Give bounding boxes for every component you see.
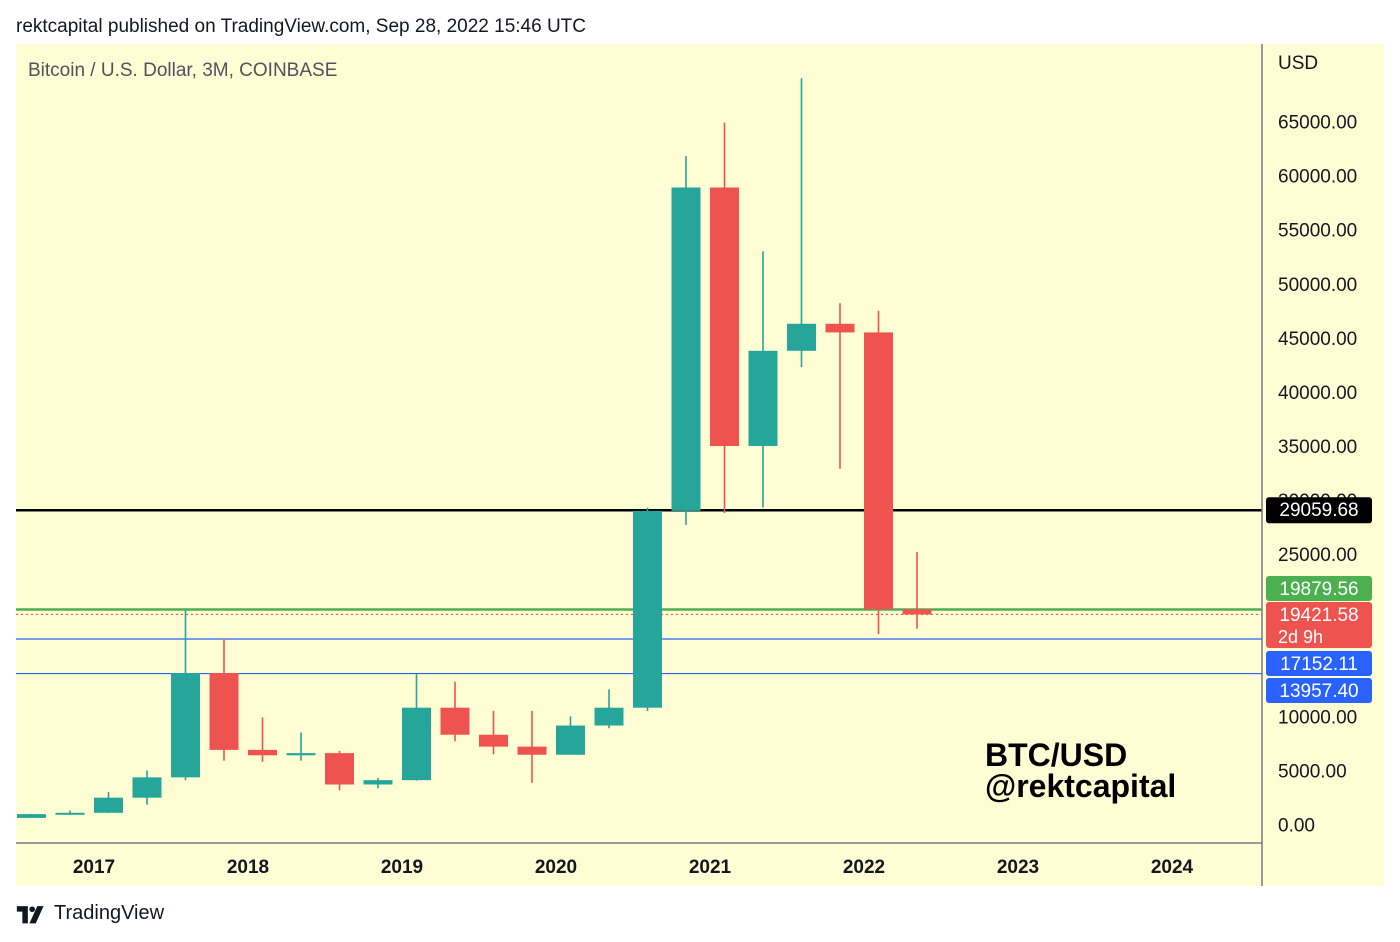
year-tick-label: 2023 <box>997 857 1039 878</box>
price-tick-label: 5000.00 <box>1278 761 1347 782</box>
price-tick-label: 45000.00 <box>1278 329 1357 350</box>
candle-up <box>17 813 46 819</box>
candle-body <box>479 734 508 747</box>
brand-name: TradingView <box>54 902 165 924</box>
candle-body <box>325 753 354 785</box>
candle-up <box>402 674 431 781</box>
candle-up <box>787 78 816 368</box>
tradingview-brand[interactable]: TradingView <box>16 902 164 925</box>
candle-up <box>594 689 624 729</box>
price-tick-label: 60000.00 <box>1278 167 1357 188</box>
candle-body <box>594 707 624 726</box>
candle-down <box>209 638 239 761</box>
candle-body <box>171 673 200 778</box>
year-tick-label: 2021 <box>689 857 732 878</box>
candle-body <box>902 609 932 615</box>
price-tick-label: 25000.00 <box>1278 545 1357 566</box>
candle-body <box>17 814 46 818</box>
year-tick-label: 2017 <box>73 857 115 878</box>
level-label-box <box>1266 602 1372 648</box>
candle-up <box>633 507 662 711</box>
time-axis-ticks[interactable]: 2017 2018 2019 2020 2021 2022 2023 2024 <box>73 857 1194 878</box>
candle-body <box>132 777 162 798</box>
blue-level-1-label: 17152.11 <box>1266 651 1372 676</box>
candle-body <box>402 707 431 781</box>
blue-level-2-label: 13957.40 <box>1266 678 1372 703</box>
candle-body <box>55 812 85 815</box>
tradingview-logo-icon <box>16 905 44 923</box>
level-value: 17152.11 <box>1280 654 1358 675</box>
price-tick-label: 55000.00 <box>1278 221 1357 242</box>
candle-body <box>440 707 470 735</box>
candle-body <box>94 797 123 813</box>
level-label-box <box>1266 497 1372 524</box>
candle-down <box>325 750 354 791</box>
year-tick-label: 2020 <box>535 857 577 878</box>
price-tick-label: 10000.00 <box>1278 707 1357 728</box>
currency-label: USD <box>1278 53 1318 74</box>
price-tick-label: 65000.00 <box>1278 113 1357 134</box>
year-tick-label: 2019 <box>381 857 423 878</box>
candle-down <box>902 551 932 629</box>
level-value: 19421.58 <box>1279 605 1358 626</box>
watermark-author: @rektcapital <box>985 768 1176 804</box>
candle-down <box>248 717 277 762</box>
candle-up <box>286 732 316 761</box>
price-tick-label: 0.00 <box>1278 816 1315 837</box>
candle-up <box>132 770 162 805</box>
year-tick-label: 2024 <box>1151 857 1194 878</box>
candle-body <box>363 780 393 785</box>
published-by-line: rektcapital published on TradingView.com… <box>16 16 586 37</box>
candle-body <box>671 187 701 511</box>
candle-body <box>556 725 585 755</box>
black-level-label: 29059.68 <box>1266 497 1372 524</box>
candle-body <box>286 753 316 756</box>
level-label-box <box>1266 651 1372 676</box>
price-tick-label: 40000.00 <box>1278 383 1357 404</box>
candle-up <box>556 716 585 755</box>
candle-up <box>363 777 393 789</box>
candles <box>17 78 932 819</box>
watermark-pair: BTC/USD <box>985 737 1127 773</box>
candle-body <box>825 323 855 333</box>
candle-down <box>864 310 893 635</box>
price-tick-label: 35000.00 <box>1278 437 1357 458</box>
level-label-box <box>1266 678 1372 703</box>
level-value: 13957.40 <box>1279 681 1358 702</box>
price-tick-label: 50000.00 <box>1278 275 1357 296</box>
candle-down <box>440 681 470 742</box>
candle-body <box>748 350 778 446</box>
candle-down <box>710 122 739 514</box>
level-value: 19879.56 <box>1279 579 1358 600</box>
candle-body <box>787 323 816 351</box>
year-tick-label: 2022 <box>843 857 885 878</box>
candle-up <box>171 609 200 781</box>
candle-body <box>248 749 277 756</box>
candle-body <box>864 332 893 610</box>
candle-up <box>94 792 123 814</box>
candle-up <box>55 810 85 815</box>
candle-up <box>671 156 701 525</box>
candle-down <box>517 710 547 783</box>
year-tick-label: 2018 <box>227 857 269 878</box>
countdown-label: 2d 9h <box>1278 627 1323 647</box>
level-label-box <box>1266 576 1372 601</box>
candle-body <box>209 673 239 750</box>
price-axis-background <box>1262 44 1384 886</box>
level-value: 29059.68 <box>1279 500 1358 521</box>
candle-down <box>825 303 855 469</box>
green-level-label: 19879.56 <box>1266 576 1372 601</box>
candle-down <box>479 710 508 755</box>
candle-body <box>517 746 547 755</box>
candle-up <box>748 251 778 508</box>
candle-body <box>633 510 662 708</box>
candle-body <box>710 187 739 446</box>
symbol-title: Bitcoin / U.S. Dollar, 3M, COINBASE <box>28 60 337 81</box>
